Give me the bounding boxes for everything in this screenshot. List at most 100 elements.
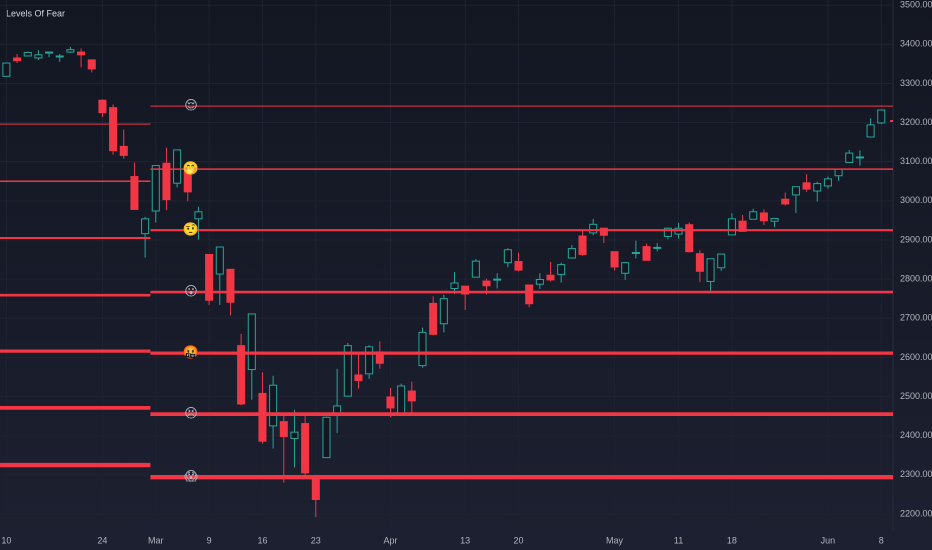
y-tick-label: 3200.00 (900, 117, 932, 127)
candle-body (258, 392, 267, 442)
candle-body (23, 51, 32, 57)
candle-body (621, 262, 630, 274)
candle-body (759, 212, 768, 222)
candle-body (119, 145, 128, 156)
candle-body (461, 285, 470, 295)
candle-body (237, 345, 246, 405)
candle-body (578, 235, 587, 255)
candle-body (151, 165, 160, 212)
candle-body (663, 227, 672, 237)
x-tick-label: 13 (460, 535, 470, 545)
candle-body (631, 251, 640, 254)
chart-title: Levels Of Fear (6, 8, 65, 18)
candle-body (503, 249, 512, 264)
candle-body (781, 198, 790, 205)
candle-body (813, 183, 822, 192)
candle-body (2, 62, 11, 77)
candle-body (205, 253, 214, 301)
candle-body (589, 223, 598, 234)
candle-body (834, 168, 843, 177)
candle-body (471, 260, 480, 278)
y-tick-label: 2300.00 (900, 469, 932, 479)
candle-body (301, 423, 310, 474)
candle-body (695, 253, 704, 272)
candle-body (130, 176, 139, 210)
x-tick-label: May (606, 535, 624, 545)
x-tick-label: 24 (97, 535, 107, 545)
y-tick-label: 3300.00 (900, 78, 932, 88)
candle-body (343, 345, 352, 397)
y-tick-label: 2800.00 (900, 273, 932, 283)
candle-body (845, 152, 854, 163)
candle-body (706, 258, 715, 282)
x-tick-label: Jun (821, 535, 836, 545)
candle-body (215, 246, 224, 275)
y-tick-label: 2900.00 (900, 234, 932, 244)
y-tick-label: 3100.00 (900, 156, 932, 166)
candle-body (877, 109, 886, 124)
x-tick-label: 18 (727, 535, 737, 545)
candle-body (642, 246, 651, 261)
candle-body (109, 107, 118, 152)
candle-body (77, 51, 86, 56)
candle-body (226, 268, 235, 303)
candle-body (557, 264, 566, 275)
y-tick-label: 3400.00 (900, 39, 932, 49)
candle-body (653, 246, 662, 249)
candle-body (269, 384, 278, 427)
candle-body (866, 124, 875, 138)
candle-body (66, 49, 75, 53)
level-emoji: 😣 (184, 407, 198, 422)
y-tick-label: 3000.00 (900, 195, 932, 205)
y-tick-label: 2500.00 (900, 391, 932, 401)
candle-body (98, 99, 107, 114)
candle-body (482, 280, 491, 287)
candle-body (34, 54, 43, 59)
candle-body (418, 331, 427, 367)
level-emoji: 🤨 (183, 222, 199, 238)
y-tick-label: 2400.00 (900, 430, 932, 440)
y-tick-label: 3500.00 (900, 0, 932, 9)
candle-body (770, 217, 779, 222)
x-tick-label: 20 (514, 535, 524, 545)
candle-body (802, 182, 811, 190)
candle-body (493, 278, 502, 281)
candle-body (855, 156, 864, 159)
candle-body (610, 251, 619, 268)
candle-body (311, 478, 320, 501)
candle-body (87, 59, 96, 70)
candle-body (397, 385, 406, 414)
y-tick-label: 2600.00 (900, 352, 932, 362)
x-tick-label: 23 (311, 535, 321, 545)
candle-body (738, 220, 747, 232)
candle-body (354, 374, 363, 381)
candle-body (194, 211, 203, 220)
y-tick-label: 2700.00 (900, 313, 932, 323)
level-emoji: 😱 (184, 470, 198, 485)
last-price-marker (890, 120, 893, 122)
candle-body (55, 55, 64, 58)
candle-body (247, 313, 256, 371)
candle-body (535, 279, 544, 285)
level-emoji: 🤬 (183, 345, 199, 361)
candle-body (525, 284, 534, 305)
x-tick-label: 16 (257, 535, 267, 545)
candle-body (173, 149, 182, 184)
y-tick-label: 2200.00 (900, 508, 932, 518)
candle-body (279, 421, 288, 437)
candle-body (514, 260, 523, 271)
candle-body (749, 211, 758, 220)
candle-body (823, 178, 832, 187)
x-tick-label: Apr (383, 535, 397, 545)
candle-body (567, 248, 576, 259)
candle-body (717, 253, 726, 269)
candle-body (599, 227, 608, 236)
x-tick-label: Mar (148, 535, 164, 545)
candle-body (450, 282, 459, 290)
candle-body (407, 390, 416, 402)
candle-body (322, 416, 331, 459)
candle-body (183, 170, 192, 193)
candle-body (290, 431, 299, 439)
